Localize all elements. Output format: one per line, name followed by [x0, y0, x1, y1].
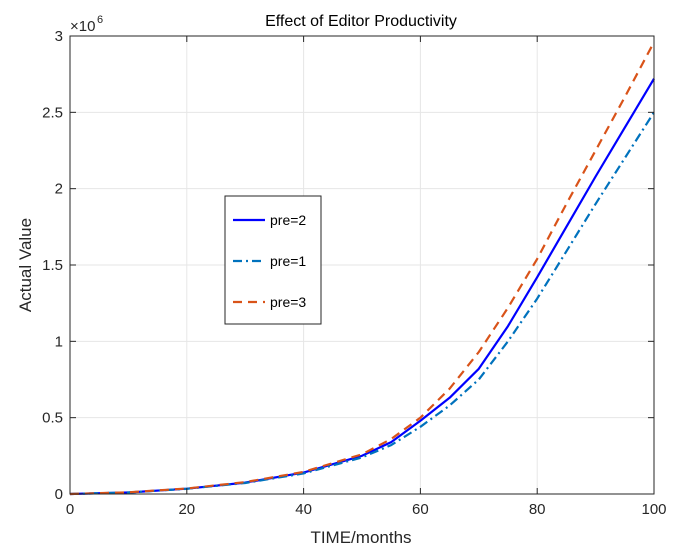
y-tick-label: 2 — [55, 181, 63, 198]
y-tick-label: 0 — [55, 486, 63, 503]
x-tick-label: 40 — [295, 501, 312, 518]
x-tick-label: 80 — [529, 501, 546, 518]
legend-label: pre=3 — [270, 294, 306, 310]
series-line-pre-1 — [69, 111, 655, 496]
x-tick-label: 60 — [412, 501, 429, 518]
legend-label: pre=1 — [270, 253, 306, 269]
axes: 0 20 40 60 80 100 0 0.5 1 1.5 2 2.5 3 — [42, 28, 666, 518]
y-tick-label: 2.5 — [42, 104, 63, 121]
x-tick-label: 100 — [641, 501, 666, 518]
y-axis-label: Actual Value — [16, 218, 35, 312]
legend-label: pre=2 — [270, 212, 306, 228]
y-tick-label: 1.5 — [42, 257, 63, 274]
y-axis-multiplier: ×10 6 — [70, 14, 103, 35]
x-axis-label: TIME/months — [310, 528, 411, 547]
y-tick-label: 0.5 — [42, 410, 63, 427]
grid — [70, 36, 654, 494]
y-tick-label: 3 — [55, 28, 63, 45]
series-lines — [69, 41, 655, 496]
y-tick-label: 1 — [55, 333, 63, 350]
y-multiplier-exponent: 6 — [97, 14, 103, 26]
y-multiplier-base: ×10 — [70, 18, 95, 35]
x-tick-label: 0 — [66, 501, 74, 518]
chart-title: Effect of Editor Productivity — [265, 13, 457, 30]
x-tick-label: 20 — [178, 501, 195, 518]
legend: pre=2 pre=1 pre=3 — [224, 195, 322, 325]
